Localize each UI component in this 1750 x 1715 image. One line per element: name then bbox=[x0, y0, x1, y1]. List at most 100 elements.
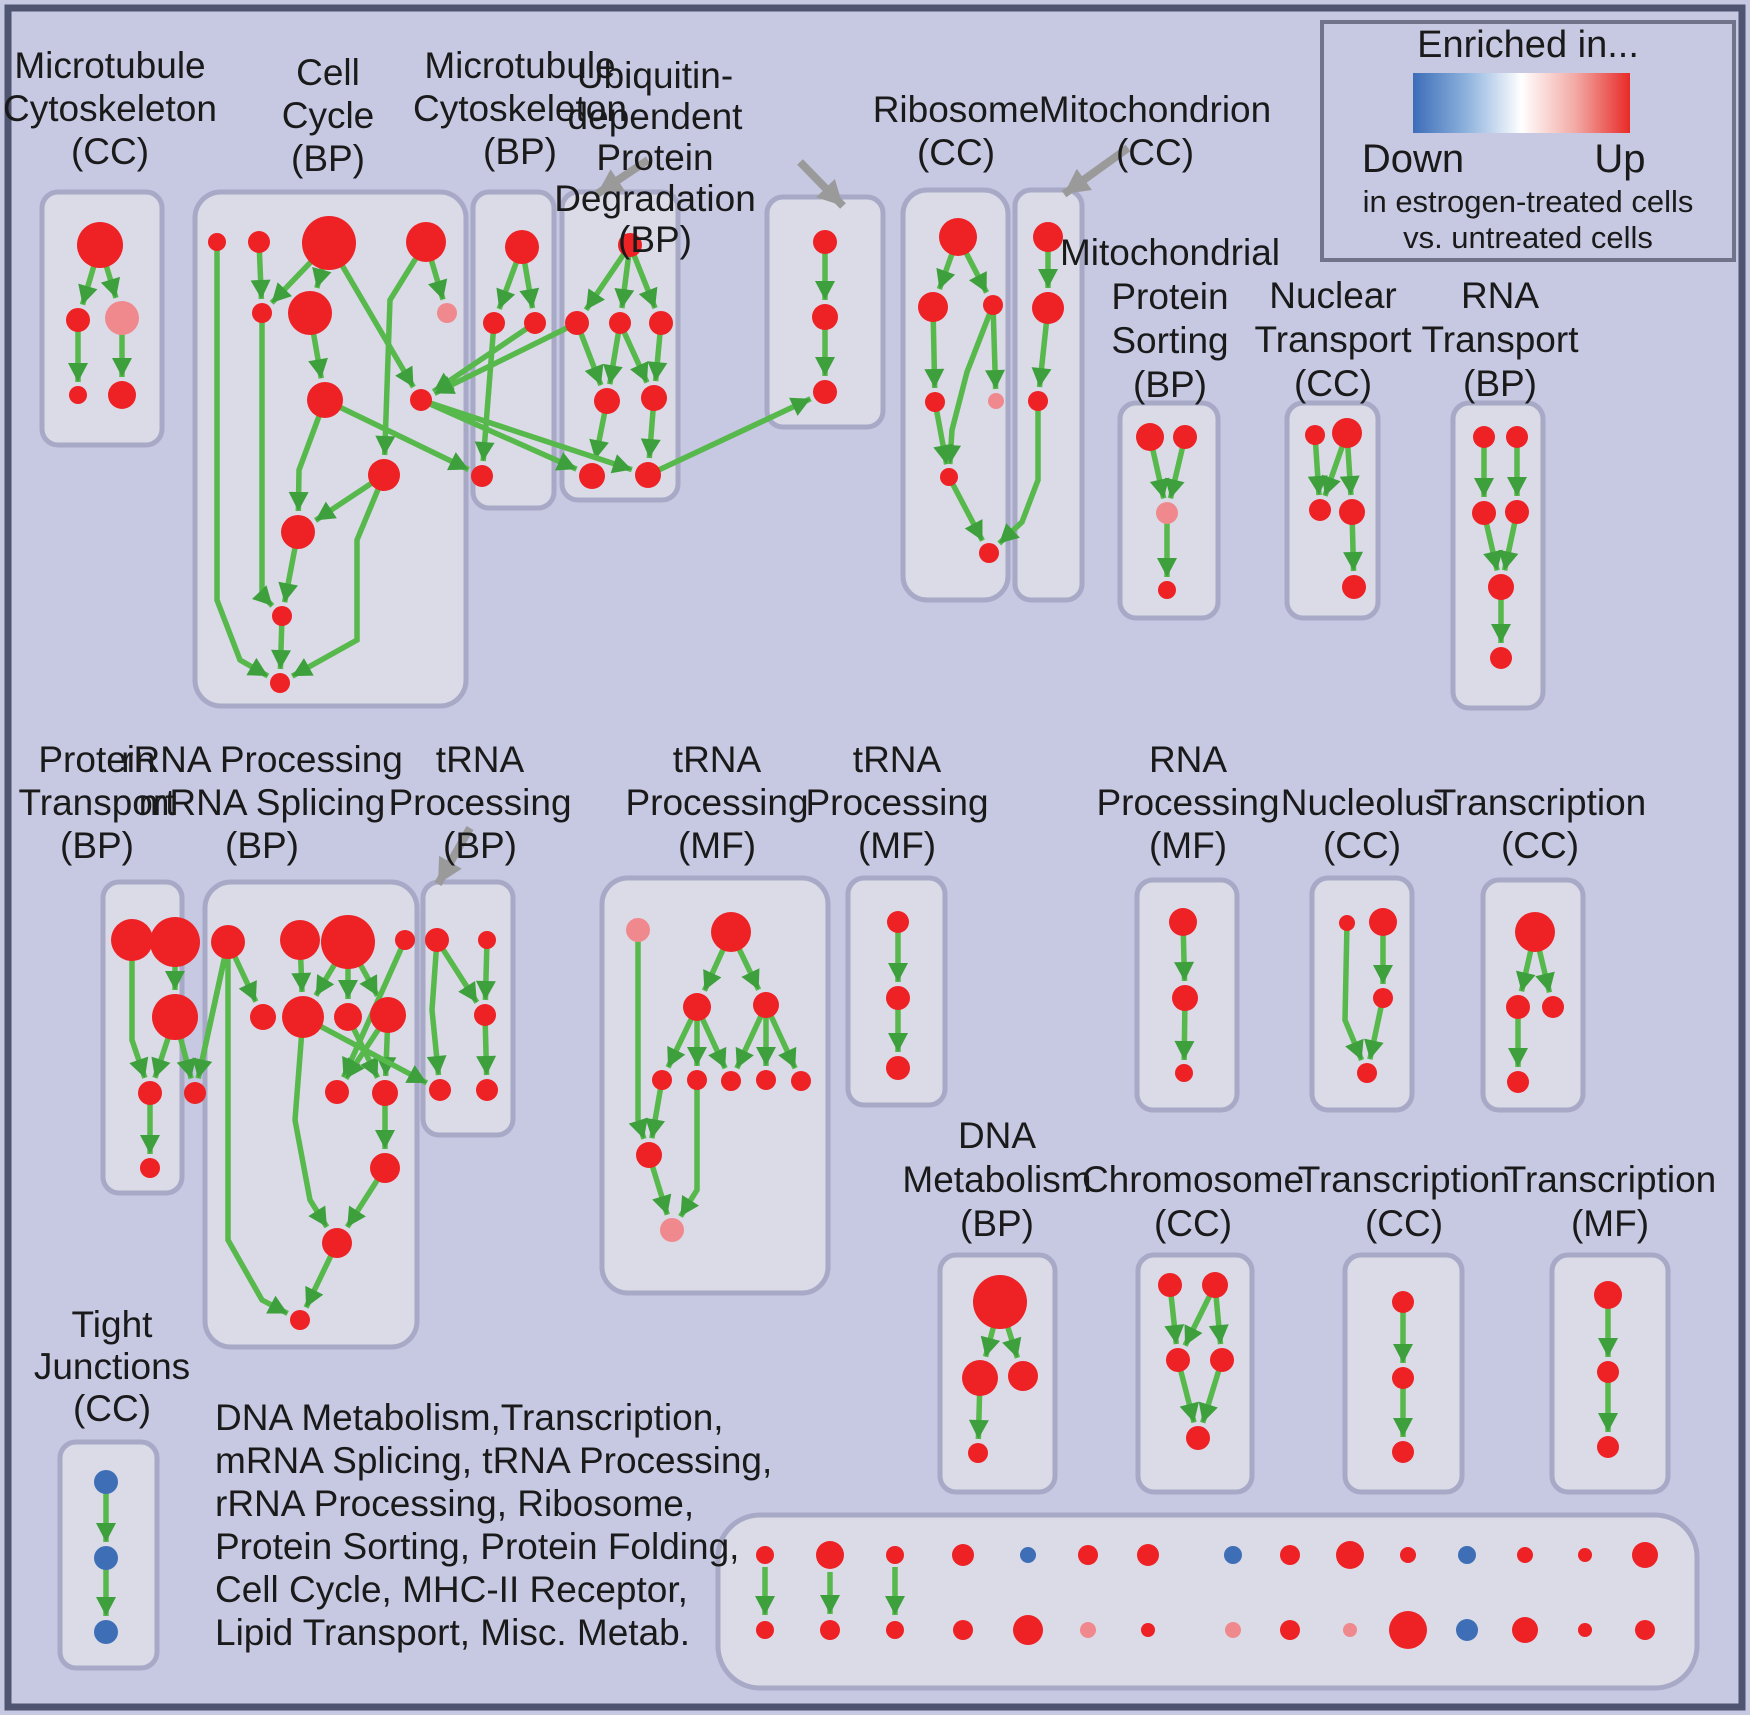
go-term-node-nt3 bbox=[1309, 499, 1331, 521]
go-term-node-ubd4 bbox=[649, 311, 673, 335]
cluster-label-pt-line3: (BP) bbox=[60, 825, 134, 866]
strip-node-bottom-7 bbox=[1141, 1623, 1155, 1637]
strip-node-bottom-8 bbox=[1225, 1622, 1241, 1638]
edge-cc-cc10-cc13 bbox=[290, 473, 387, 679]
cluster-label-rib-line1: Ribosome bbox=[873, 89, 1040, 130]
go-term-node-tj1 bbox=[94, 1470, 118, 1494]
go-term-node-rib3 bbox=[983, 295, 1003, 315]
strip-node-bottom-5 bbox=[1013, 1615, 1043, 1645]
strip-node-bottom-10 bbox=[1343, 1623, 1357, 1637]
go-term-node-cc6 bbox=[288, 291, 332, 335]
go-term-node-cc1 bbox=[208, 233, 226, 251]
edge-cc-cc8-cc11 bbox=[288, 399, 328, 512]
cluster-label-dm-line1: DNA bbox=[958, 1115, 1036, 1156]
go-term-node-rib5 bbox=[988, 393, 1004, 409]
edge-nt-nt1-nt3 bbox=[1307, 434, 1328, 496]
go-term-node-tm8 bbox=[756, 1070, 776, 1090]
go-term-node-mtcc2 bbox=[66, 308, 90, 332]
go-term-node-tm9 bbox=[791, 1071, 811, 1091]
go-term-node-rp2 bbox=[1172, 985, 1198, 1011]
cluster-label-cc-line3: (BP) bbox=[291, 138, 365, 179]
cluster-label-ch-line1: Chromosome bbox=[1082, 1159, 1304, 1200]
go-term-node-mps4 bbox=[1158, 581, 1176, 599]
edge-tb-tb1-tb4 bbox=[426, 939, 447, 1076]
cluster-label-tn-line3: (MF) bbox=[858, 825, 936, 866]
annotation-line-1: DNA Metabolism,Transcription, bbox=[215, 1397, 724, 1438]
go-term-node-rib1 bbox=[939, 218, 977, 256]
cluster-box-bottom-strip bbox=[715, 1512, 1700, 1691]
cluster-label-tn-line2: Processing bbox=[805, 782, 988, 823]
gray-arrow-ubiquitin-to-left-box bbox=[594, 156, 651, 198]
go-term-node-rr8 bbox=[370, 997, 406, 1033]
annotation-line-6: Lipid Transport, Misc. Metab. bbox=[215, 1612, 690, 1653]
cluster-label-t4-line1: Transcription bbox=[1504, 1159, 1716, 1200]
strip-node-top-13 bbox=[1517, 1547, 1533, 1563]
edge-pt-pt1-pt4 bbox=[129, 940, 149, 1079]
cluster-label-mtcc-line3: (CC) bbox=[71, 131, 149, 172]
cluster-label-ubd-line4: Degradation bbox=[554, 178, 756, 219]
go-term-node-mps3 bbox=[1156, 502, 1178, 524]
cluster-label-rt-line3: (BP) bbox=[1463, 363, 1537, 404]
cluster-label-cc-line1: Cell bbox=[296, 52, 360, 93]
cross-edge-ubd2-cc9 bbox=[433, 320, 579, 396]
go-term-node-rt4 bbox=[1505, 500, 1529, 524]
edge-cc-cc1-cc13 bbox=[214, 242, 270, 679]
go-term-node-nt2 bbox=[1332, 418, 1362, 448]
edge-mtbp-mtbp2-mtbp4 bbox=[474, 322, 497, 462]
strip-node-bottom-2 bbox=[820, 1620, 840, 1640]
edge-tb-tb2-tb3 bbox=[475, 939, 496, 1001]
edge-nu-nu3-nu4 bbox=[1364, 997, 1386, 1060]
go-term-node-rr11 bbox=[372, 1080, 398, 1106]
go-term-node-nu4 bbox=[1357, 1063, 1377, 1083]
cluster-label-rp-line1: RNA bbox=[1149, 739, 1227, 780]
strip-node-top-2 bbox=[816, 1541, 844, 1569]
cluster-label-mtbp-line1: Microtubule bbox=[424, 45, 615, 86]
cluster-label-tb-line2: Processing bbox=[388, 782, 571, 823]
cluster-label-nu-line2: (CC) bbox=[1323, 825, 1401, 866]
go-term-node-rt3 bbox=[1472, 501, 1496, 525]
go-term-node-rt1 bbox=[1473, 426, 1495, 448]
cluster-label-ubd-line5: (BP) bbox=[618, 219, 692, 260]
strip-node-top-15 bbox=[1632, 1542, 1658, 1568]
cluster-label-tn-line1: tRNA bbox=[853, 739, 942, 780]
strip-node-bottom-11 bbox=[1389, 1611, 1427, 1649]
cluster-label-ubd-line2: dependent bbox=[568, 96, 744, 137]
cluster-label-tj-line3: (CC) bbox=[73, 1388, 151, 1429]
cluster-label-nt-line2: Transport bbox=[1255, 319, 1413, 360]
go-term-node-rp1 bbox=[1169, 908, 1197, 936]
go-term-node-t3a bbox=[1392, 1291, 1414, 1313]
go-term-node-mit3 bbox=[1028, 391, 1048, 411]
go-term-node-cc5 bbox=[252, 303, 272, 323]
go-term-node-tm1 bbox=[626, 918, 650, 942]
strip-node-bottom-3 bbox=[886, 1621, 904, 1639]
go-term-node-ch3 bbox=[1166, 1348, 1190, 1372]
go-term-node-rr2 bbox=[280, 920, 320, 960]
strip-node-top-5 bbox=[1020, 1547, 1036, 1563]
cluster-label-rr-line2: mRNA Splicing bbox=[139, 782, 386, 823]
go-term-node-tm3 bbox=[683, 993, 711, 1021]
cluster-label-mtbp-line2: Cytoskeleton bbox=[413, 88, 627, 129]
legend-gradient-bar bbox=[1413, 73, 1630, 133]
cluster-label-t4-line2: (MF) bbox=[1571, 1203, 1649, 1244]
strip-node-bottom-4 bbox=[953, 1620, 973, 1640]
go-term-node-cc7 bbox=[437, 303, 457, 323]
go-term-node-mps2 bbox=[1173, 425, 1197, 449]
strip-node-bottom-9 bbox=[1280, 1620, 1300, 1640]
legend-subtitle-line1: in estrogen-treated cells bbox=[1363, 184, 1694, 219]
go-term-node-ch2 bbox=[1202, 1272, 1228, 1298]
go-term-node-rr1 bbox=[211, 925, 245, 959]
cluster-label-mit-line1: Mitochondrion bbox=[1039, 89, 1271, 130]
go-term-node-mit2 bbox=[1032, 292, 1064, 324]
go-term-node-nu2 bbox=[1369, 908, 1397, 936]
edge-tb-tb1-tb3 bbox=[434, 938, 480, 1004]
go-term-node-tb2 bbox=[478, 931, 496, 949]
strip-node-top-1 bbox=[756, 1546, 774, 1564]
go-term-node-cc8 bbox=[307, 382, 343, 418]
strip-node-top-8 bbox=[1224, 1546, 1242, 1564]
edge-cc-cc4-cc10 bbox=[375, 240, 429, 456]
annotation-line-4: Protein Sorting, Protein Folding, bbox=[215, 1526, 739, 1567]
strip-node-top-3 bbox=[886, 1546, 904, 1564]
gray-arrow-mitochondrion-to-box bbox=[1061, 144, 1131, 198]
cross-edge-mit3-rib7 bbox=[997, 401, 1041, 546]
go-term-node-mtbp4 bbox=[471, 465, 493, 487]
